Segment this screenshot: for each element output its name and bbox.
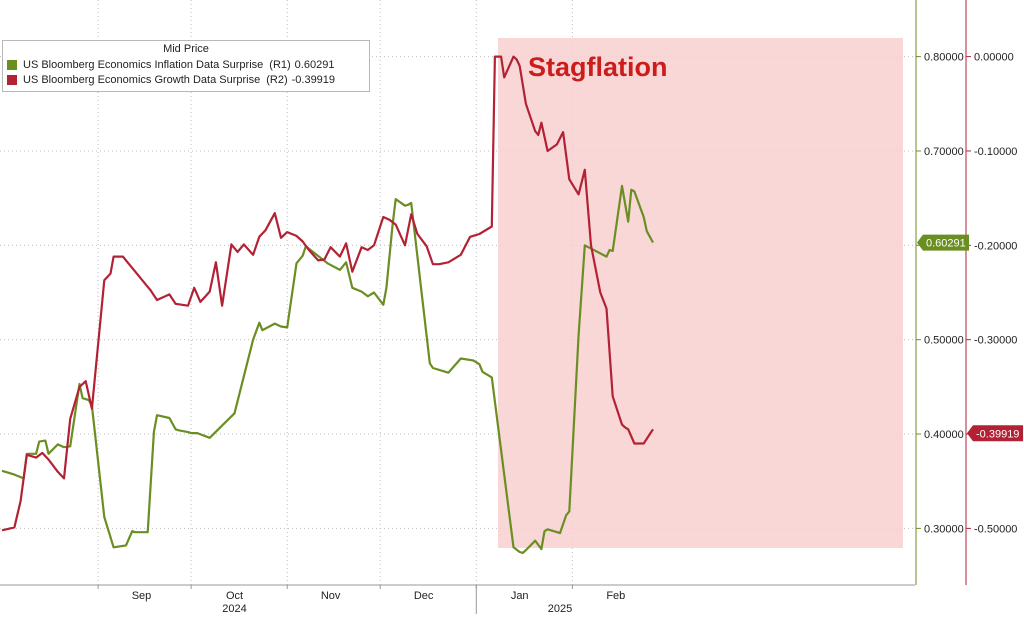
- legend-swatch-inflation: [7, 59, 17, 70]
- stagflation-shaded-region: [498, 38, 903, 548]
- series-line-growth: [1, 55, 654, 532]
- legend-label-growth: US Bloomberg Economics Growth Data Surpr…: [23, 73, 261, 86]
- left-axis-tick-label: 0.80000: [924, 52, 964, 64]
- x-axis-month-label: Oct: [226, 590, 243, 602]
- last-value-tag-growth-text: -0.39919: [976, 428, 1019, 440]
- legend-swatch-growth: [7, 74, 17, 85]
- x-axis-month-label: Jan: [511, 590, 529, 602]
- legend-axis-inflation: (R1): [269, 58, 291, 71]
- right-axis-tick-label: 0.00000: [974, 52, 1014, 64]
- last-value-tag-inflation: 0.60291: [917, 234, 969, 251]
- series-lines: [1, 55, 654, 555]
- right-axis-tick-label: -0.10000: [974, 146, 1017, 158]
- last-value-tag-growth: -0.39919: [967, 425, 1023, 442]
- x-axis-month-label: Sep: [132, 590, 152, 602]
- x-axis-year-label: 2025: [548, 603, 572, 615]
- legend-entry-inflation: US Bloomberg Economics Inflation Data Su…: [3, 57, 369, 72]
- left-axis-tick-label: 0.30000: [924, 523, 964, 535]
- legend-axis-growth: (R2): [266, 73, 288, 86]
- x-axis-year-label: 2024: [222, 603, 246, 615]
- right-axis-tick-label: -0.50000: [974, 523, 1017, 535]
- x-axis-month-label: Nov: [321, 590, 341, 602]
- legend-entry-growth: US Bloomberg Economics Growth Data Surpr…: [3, 72, 369, 87]
- legend-value-growth: -0.39919: [291, 73, 336, 86]
- left-axis-tick-label: 0.70000: [924, 146, 964, 158]
- legend: Mid Price US Bloomberg Economics Inflati…: [2, 40, 370, 92]
- legend-value-inflation: 0.60291: [294, 58, 335, 71]
- x-axis-month-label: Dec: [414, 590, 434, 602]
- right-axis-tick-label: -0.20000: [974, 240, 1017, 252]
- last-value-tag-inflation-text: 0.60291: [926, 238, 966, 250]
- legend-label-inflation: US Bloomberg Economics Inflation Data Su…: [23, 58, 264, 71]
- legend-title: Mid Price: [163, 43, 209, 55]
- stagflation-annotation: Stagflation: [528, 52, 668, 82]
- x-axis-month-label: Feb: [606, 590, 625, 602]
- left-axis-tick-label: 0.50000: [924, 335, 964, 347]
- right-axis-tick-label: -0.30000: [974, 335, 1017, 347]
- left-axis-tick-label: 0.40000: [924, 429, 964, 441]
